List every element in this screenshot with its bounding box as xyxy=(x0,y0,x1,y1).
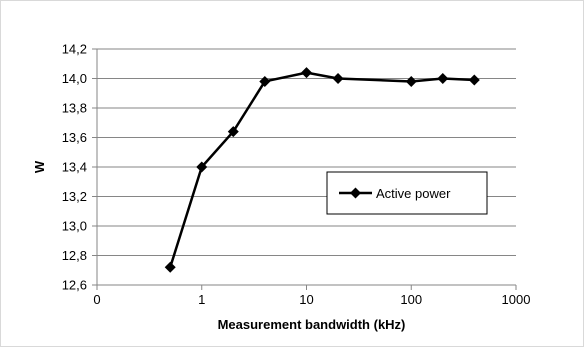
data-point-marker xyxy=(468,74,480,86)
y-tick-label: 12,8 xyxy=(62,248,87,263)
x-tick-label: 100 xyxy=(400,292,422,307)
y-tick-label: 13,6 xyxy=(62,130,87,145)
legend-diamond-marker-icon xyxy=(350,187,361,199)
data-point-marker xyxy=(164,261,176,273)
data-point-marker xyxy=(259,75,271,87)
x-axis-title: Measurement bandwidth (kHz) xyxy=(218,317,406,332)
y-tick-label: 13,2 xyxy=(62,189,87,204)
series-line xyxy=(169,71,475,268)
data-point-marker xyxy=(437,73,449,84)
x-tick-label: 1000 xyxy=(502,292,531,307)
x-tick-label: 0 xyxy=(93,292,100,307)
y-axis-title: W xyxy=(32,160,47,173)
y-tick-label: 12,6 xyxy=(62,278,87,293)
x-tick-label: 10 xyxy=(299,292,313,307)
y-tick-labels: 12,6 12,8 13,0 13,2 13,4 13,6 13,8 14,0 14,2 xyxy=(62,42,87,293)
legend: Active power xyxy=(326,171,488,215)
x-tick-labels: 0 1 10 100 1000 xyxy=(93,292,530,307)
axes xyxy=(96,49,516,286)
data-point-marker xyxy=(332,73,344,84)
data-point-marker xyxy=(405,75,417,87)
y-tick-label: 13,0 xyxy=(62,219,87,234)
data-point-marker xyxy=(227,126,239,138)
y-tick-label: 13,8 xyxy=(62,101,87,116)
series-active-power xyxy=(164,67,480,273)
y-tick-label: 13,4 xyxy=(62,160,87,175)
y-tick-label: 14,2 xyxy=(62,42,87,57)
legend-label-active-power: Active power xyxy=(376,186,451,201)
gridlines xyxy=(92,48,517,290)
y-tick-label: 14,0 xyxy=(62,71,87,86)
data-point-marker xyxy=(301,67,312,79)
x-tick-label: 1 xyxy=(198,292,205,307)
data-point-marker xyxy=(196,161,208,173)
